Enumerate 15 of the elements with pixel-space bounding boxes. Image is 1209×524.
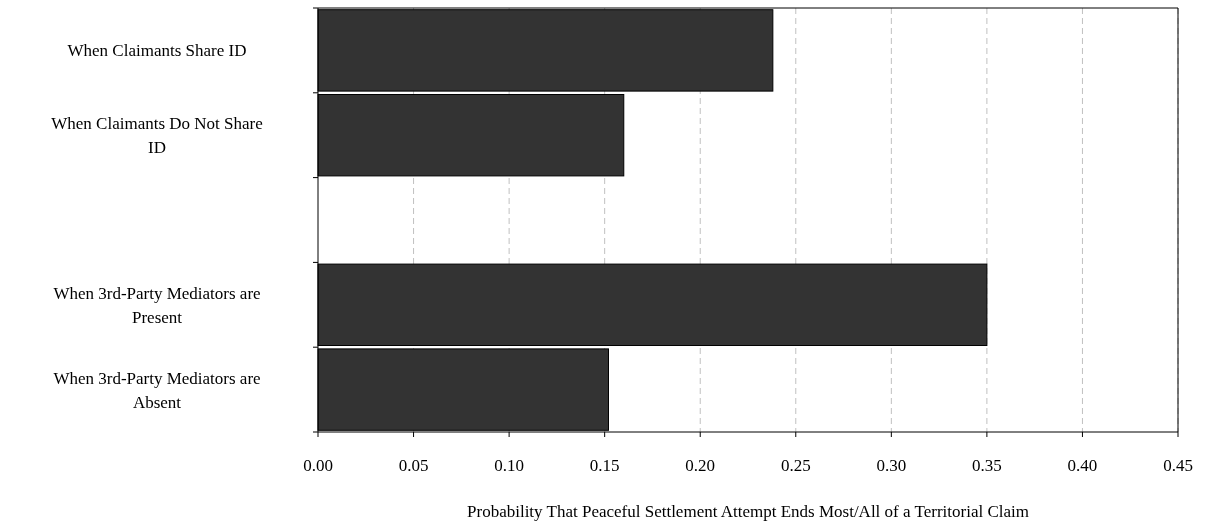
x-tick-label: 0.10 bbox=[494, 456, 524, 475]
x-tick-label: 0.35 bbox=[972, 456, 1002, 475]
x-tick-label: 0.05 bbox=[398, 456, 429, 475]
x-tick-label: 0.45 bbox=[1163, 456, 1193, 475]
y-tick-label: When 3rd-Party Mediators are Present bbox=[53, 283, 261, 327]
x-tick-label: 0.30 bbox=[876, 456, 907, 475]
x-tick-label: 0.15 bbox=[589, 456, 620, 475]
x-tick-label: 0.40 bbox=[1067, 456, 1098, 475]
x-tick-label: 0.00 bbox=[303, 456, 333, 475]
y-tick-label: When 3rd-Party Mediators are Absent bbox=[53, 368, 261, 412]
x-tick-label: 0.25 bbox=[780, 456, 811, 475]
x-tick-label: 0.20 bbox=[685, 456, 716, 475]
y-tick-label: When Claimants Share ID bbox=[67, 41, 247, 61]
y-tick-label: When Claimants Do Not Share ID bbox=[51, 114, 263, 158]
x-axis-title: Probability That Peaceful Settlement Attempt Ends Most/All of a Territorial Claim bbox=[467, 502, 1029, 521]
